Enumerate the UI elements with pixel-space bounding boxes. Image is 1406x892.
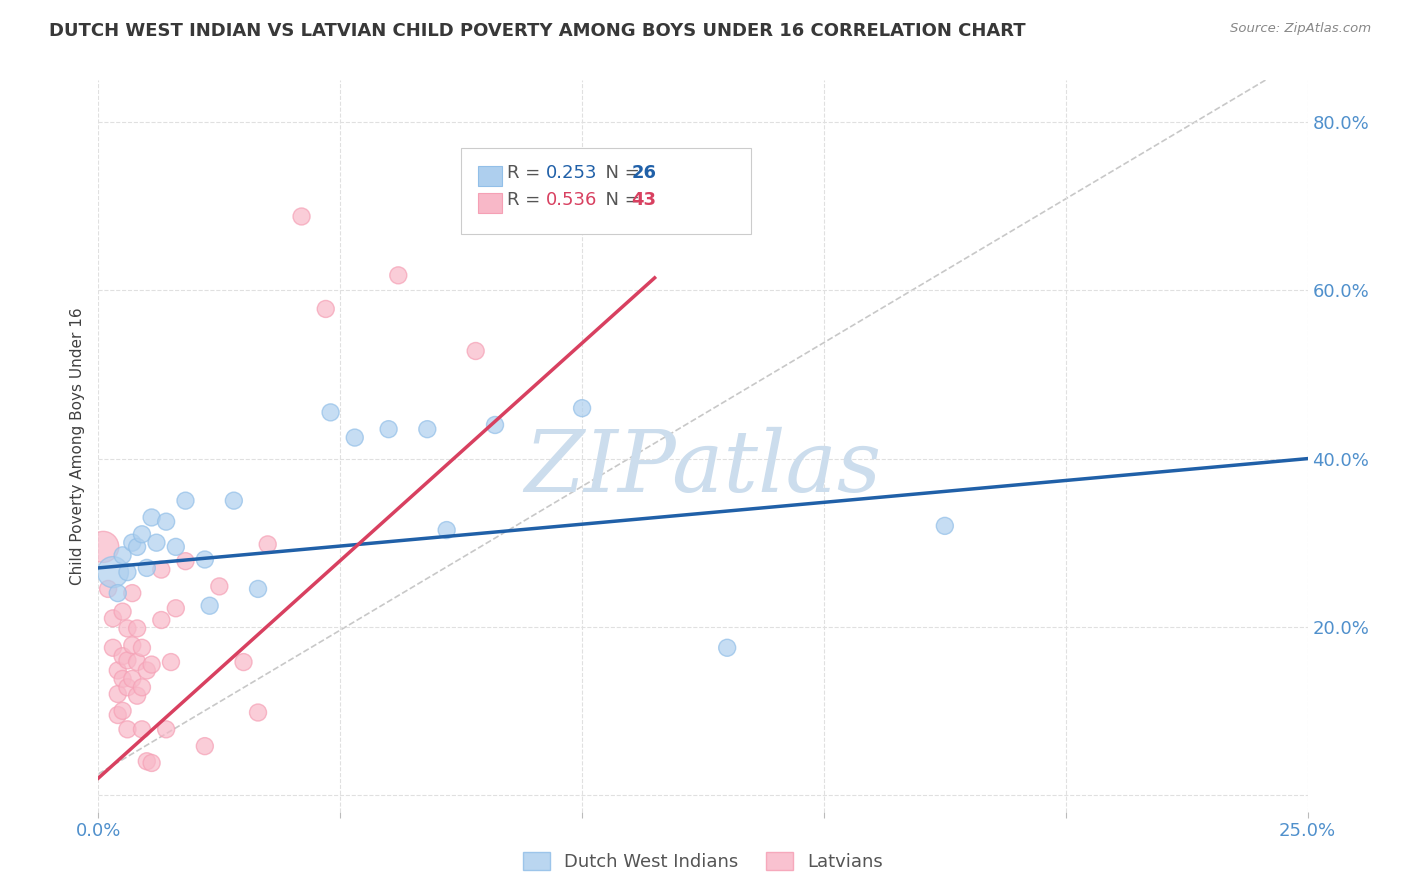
Point xyxy=(464,343,486,358)
Point xyxy=(145,535,167,549)
Point xyxy=(150,563,173,577)
FancyBboxPatch shape xyxy=(478,166,502,186)
Text: 43: 43 xyxy=(631,191,657,209)
Point xyxy=(290,210,312,224)
Text: N =: N = xyxy=(595,164,645,182)
Text: R =: R = xyxy=(508,191,546,209)
Point xyxy=(716,640,738,655)
Text: 0.253: 0.253 xyxy=(546,164,598,182)
Point xyxy=(484,417,506,432)
Point xyxy=(377,422,399,436)
Point xyxy=(343,431,366,445)
Point xyxy=(256,537,278,551)
Point xyxy=(131,723,153,737)
Point xyxy=(141,756,163,770)
Text: 0.536: 0.536 xyxy=(546,191,598,209)
Point xyxy=(232,655,254,669)
FancyBboxPatch shape xyxy=(461,147,751,234)
Point xyxy=(111,704,134,718)
Point xyxy=(194,552,217,566)
Point xyxy=(101,611,124,625)
Text: N =: N = xyxy=(595,191,645,209)
Point xyxy=(135,561,157,575)
Point xyxy=(319,405,342,419)
Y-axis label: Child Poverty Among Boys Under 16: Child Poverty Among Boys Under 16 xyxy=(70,307,86,585)
Point xyxy=(107,664,129,678)
Point xyxy=(155,515,177,529)
Point xyxy=(111,605,134,619)
Legend: Dutch West Indians, Latvians: Dutch West Indians, Latvians xyxy=(516,846,890,879)
Text: R =: R = xyxy=(508,164,546,182)
Point xyxy=(121,535,143,549)
Point xyxy=(101,565,124,579)
Point xyxy=(198,599,221,613)
Point xyxy=(934,519,956,533)
Point xyxy=(117,723,139,737)
Point xyxy=(315,301,337,316)
Point xyxy=(117,653,139,667)
Point xyxy=(247,706,270,720)
Point xyxy=(174,493,197,508)
Point xyxy=(117,681,139,695)
Point xyxy=(131,681,153,695)
Point xyxy=(97,582,120,596)
Point xyxy=(387,268,409,283)
Point xyxy=(111,649,134,664)
Point xyxy=(141,510,163,524)
Text: DUTCH WEST INDIAN VS LATVIAN CHILD POVERTY AMONG BOYS UNDER 16 CORRELATION CHART: DUTCH WEST INDIAN VS LATVIAN CHILD POVER… xyxy=(49,22,1026,40)
Point xyxy=(121,638,143,652)
Point xyxy=(135,664,157,678)
Point xyxy=(174,554,197,568)
FancyBboxPatch shape xyxy=(478,193,502,212)
Point xyxy=(155,723,177,737)
Point xyxy=(416,422,439,436)
Point xyxy=(117,622,139,636)
Point xyxy=(160,655,183,669)
Point xyxy=(208,579,231,593)
Text: 26: 26 xyxy=(631,164,657,182)
Point xyxy=(131,640,153,655)
Point xyxy=(111,672,134,686)
Point xyxy=(107,708,129,723)
Point xyxy=(127,622,149,636)
Point xyxy=(141,657,163,672)
Point xyxy=(165,540,187,554)
Point xyxy=(150,613,173,627)
Point xyxy=(571,401,593,416)
Text: Source: ZipAtlas.com: Source: ZipAtlas.com xyxy=(1230,22,1371,36)
Point xyxy=(91,540,114,554)
Point xyxy=(436,523,458,537)
Point xyxy=(127,655,149,669)
Point xyxy=(135,754,157,768)
Point xyxy=(127,689,149,703)
Point xyxy=(247,582,270,596)
Point xyxy=(131,527,153,541)
Point xyxy=(107,586,129,600)
Point xyxy=(222,493,245,508)
Text: ZIPatlas: ZIPatlas xyxy=(524,426,882,509)
Point xyxy=(121,586,143,600)
Point xyxy=(107,687,129,701)
Point xyxy=(127,540,149,554)
Point xyxy=(111,549,134,563)
Point xyxy=(117,565,139,579)
Point xyxy=(165,601,187,615)
Point xyxy=(194,739,217,753)
Point xyxy=(101,640,124,655)
Point xyxy=(121,672,143,686)
